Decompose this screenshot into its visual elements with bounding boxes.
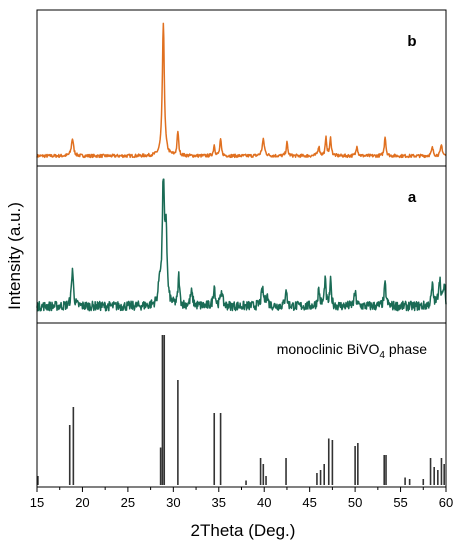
x-tick-label: 60 xyxy=(439,495,453,510)
x-tick-label: 55 xyxy=(393,495,407,510)
x-tick-label: 50 xyxy=(348,495,362,510)
x-tick-label: 15 xyxy=(30,495,44,510)
panel-frame xyxy=(36,165,447,324)
reference-label: monoclinic BiVO4 phase xyxy=(277,341,428,361)
series-line-b xyxy=(36,22,447,159)
x-axis: 15 20 25 30 35 40 45 50 55 60 xyxy=(30,487,453,510)
x-axis-label: 2Theta (Deg.) xyxy=(191,521,296,540)
panel-1: b xyxy=(36,9,447,167)
x-tick-label: 45 xyxy=(302,495,316,510)
panel-label-b: b xyxy=(407,33,416,50)
x-tick-label: 20 xyxy=(75,495,89,510)
y-axis-label: Intensity (a.u.) xyxy=(5,202,24,310)
panel-2: a xyxy=(36,165,447,324)
panel-label-a: a xyxy=(408,189,417,206)
x-tick-label: 30 xyxy=(166,495,180,510)
series-line-a xyxy=(36,178,447,312)
x-tick-label: 40 xyxy=(257,495,271,510)
panels: b a monoclinic BiVO4 phase xyxy=(36,9,447,488)
x-tick-label: 35 xyxy=(212,495,226,510)
panel-3: monoclinic BiVO4 phase xyxy=(36,322,447,488)
x-tick-label: 25 xyxy=(121,495,135,510)
